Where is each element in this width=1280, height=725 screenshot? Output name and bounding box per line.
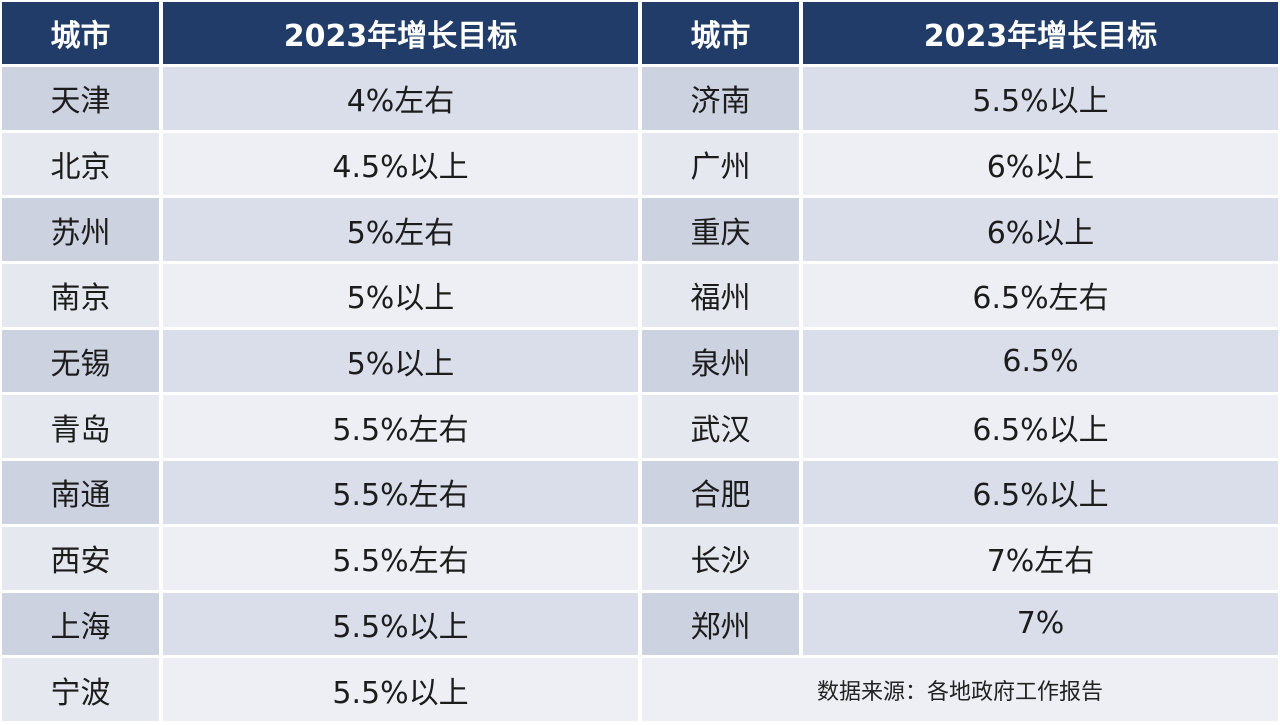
city-cell: 泉州 bbox=[642, 329, 799, 393]
header-cell: 城市 bbox=[2, 2, 159, 64]
city-cell: 南通 bbox=[2, 461, 159, 524]
city-cell: 长沙 bbox=[642, 526, 799, 590]
source-note: 数据来源：各地政府工作报告 bbox=[642, 658, 1278, 721]
city-cell: 宁波 bbox=[2, 658, 159, 721]
target-cell: 5.5%左右 bbox=[163, 461, 638, 524]
target-cell: 5%以上 bbox=[163, 329, 638, 393]
city-cell: 福州 bbox=[642, 264, 799, 327]
target-cell: 4.5%以上 bbox=[163, 132, 638, 196]
target-cell: 5.5%以上 bbox=[803, 67, 1278, 130]
city-cell: 合肥 bbox=[642, 461, 799, 524]
city-cell: 济南 bbox=[642, 67, 799, 130]
target-cell: 5.5%以上 bbox=[163, 658, 638, 721]
city-cell: 天津 bbox=[2, 67, 159, 130]
city-cell: 上海 bbox=[2, 592, 159, 656]
target-cell: 6.5%以上 bbox=[803, 395, 1278, 459]
target-cell: 7%左右 bbox=[803, 526, 1278, 590]
target-cell: 6.5%以上 bbox=[803, 461, 1278, 524]
target-cell: 6.5%左右 bbox=[803, 264, 1278, 327]
city-cell: 青岛 bbox=[2, 395, 159, 459]
target-cell: 5.5%以上 bbox=[163, 592, 638, 656]
city-cell: 广州 bbox=[642, 132, 799, 196]
target-cell: 5%左右 bbox=[163, 198, 638, 262]
target-cell: 4%左右 bbox=[163, 67, 638, 130]
city-cell: 武汉 bbox=[642, 395, 799, 459]
city-cell: 西安 bbox=[2, 526, 159, 590]
target-cell: 5%以上 bbox=[163, 264, 638, 327]
city-cell: 南京 bbox=[2, 264, 159, 327]
target-cell: 5.5%左右 bbox=[163, 395, 638, 459]
city-cell: 北京 bbox=[2, 132, 159, 196]
target-cell: 6.5% bbox=[803, 329, 1278, 393]
target-cell: 5.5%左右 bbox=[163, 526, 638, 590]
header-cell: 2023年增长目标 bbox=[163, 2, 638, 64]
target-cell: 7% bbox=[803, 592, 1278, 656]
target-cell: 6%以上 bbox=[803, 198, 1278, 262]
city-cell: 无锡 bbox=[2, 329, 159, 393]
city-cell: 重庆 bbox=[642, 198, 799, 262]
header-cell: 2023年增长目标 bbox=[803, 2, 1278, 64]
city-cell: 郑州 bbox=[642, 592, 799, 656]
target-cell: 6%以上 bbox=[803, 132, 1278, 196]
city-cell: 苏州 bbox=[2, 198, 159, 262]
header-cell: 城市 bbox=[642, 2, 799, 64]
